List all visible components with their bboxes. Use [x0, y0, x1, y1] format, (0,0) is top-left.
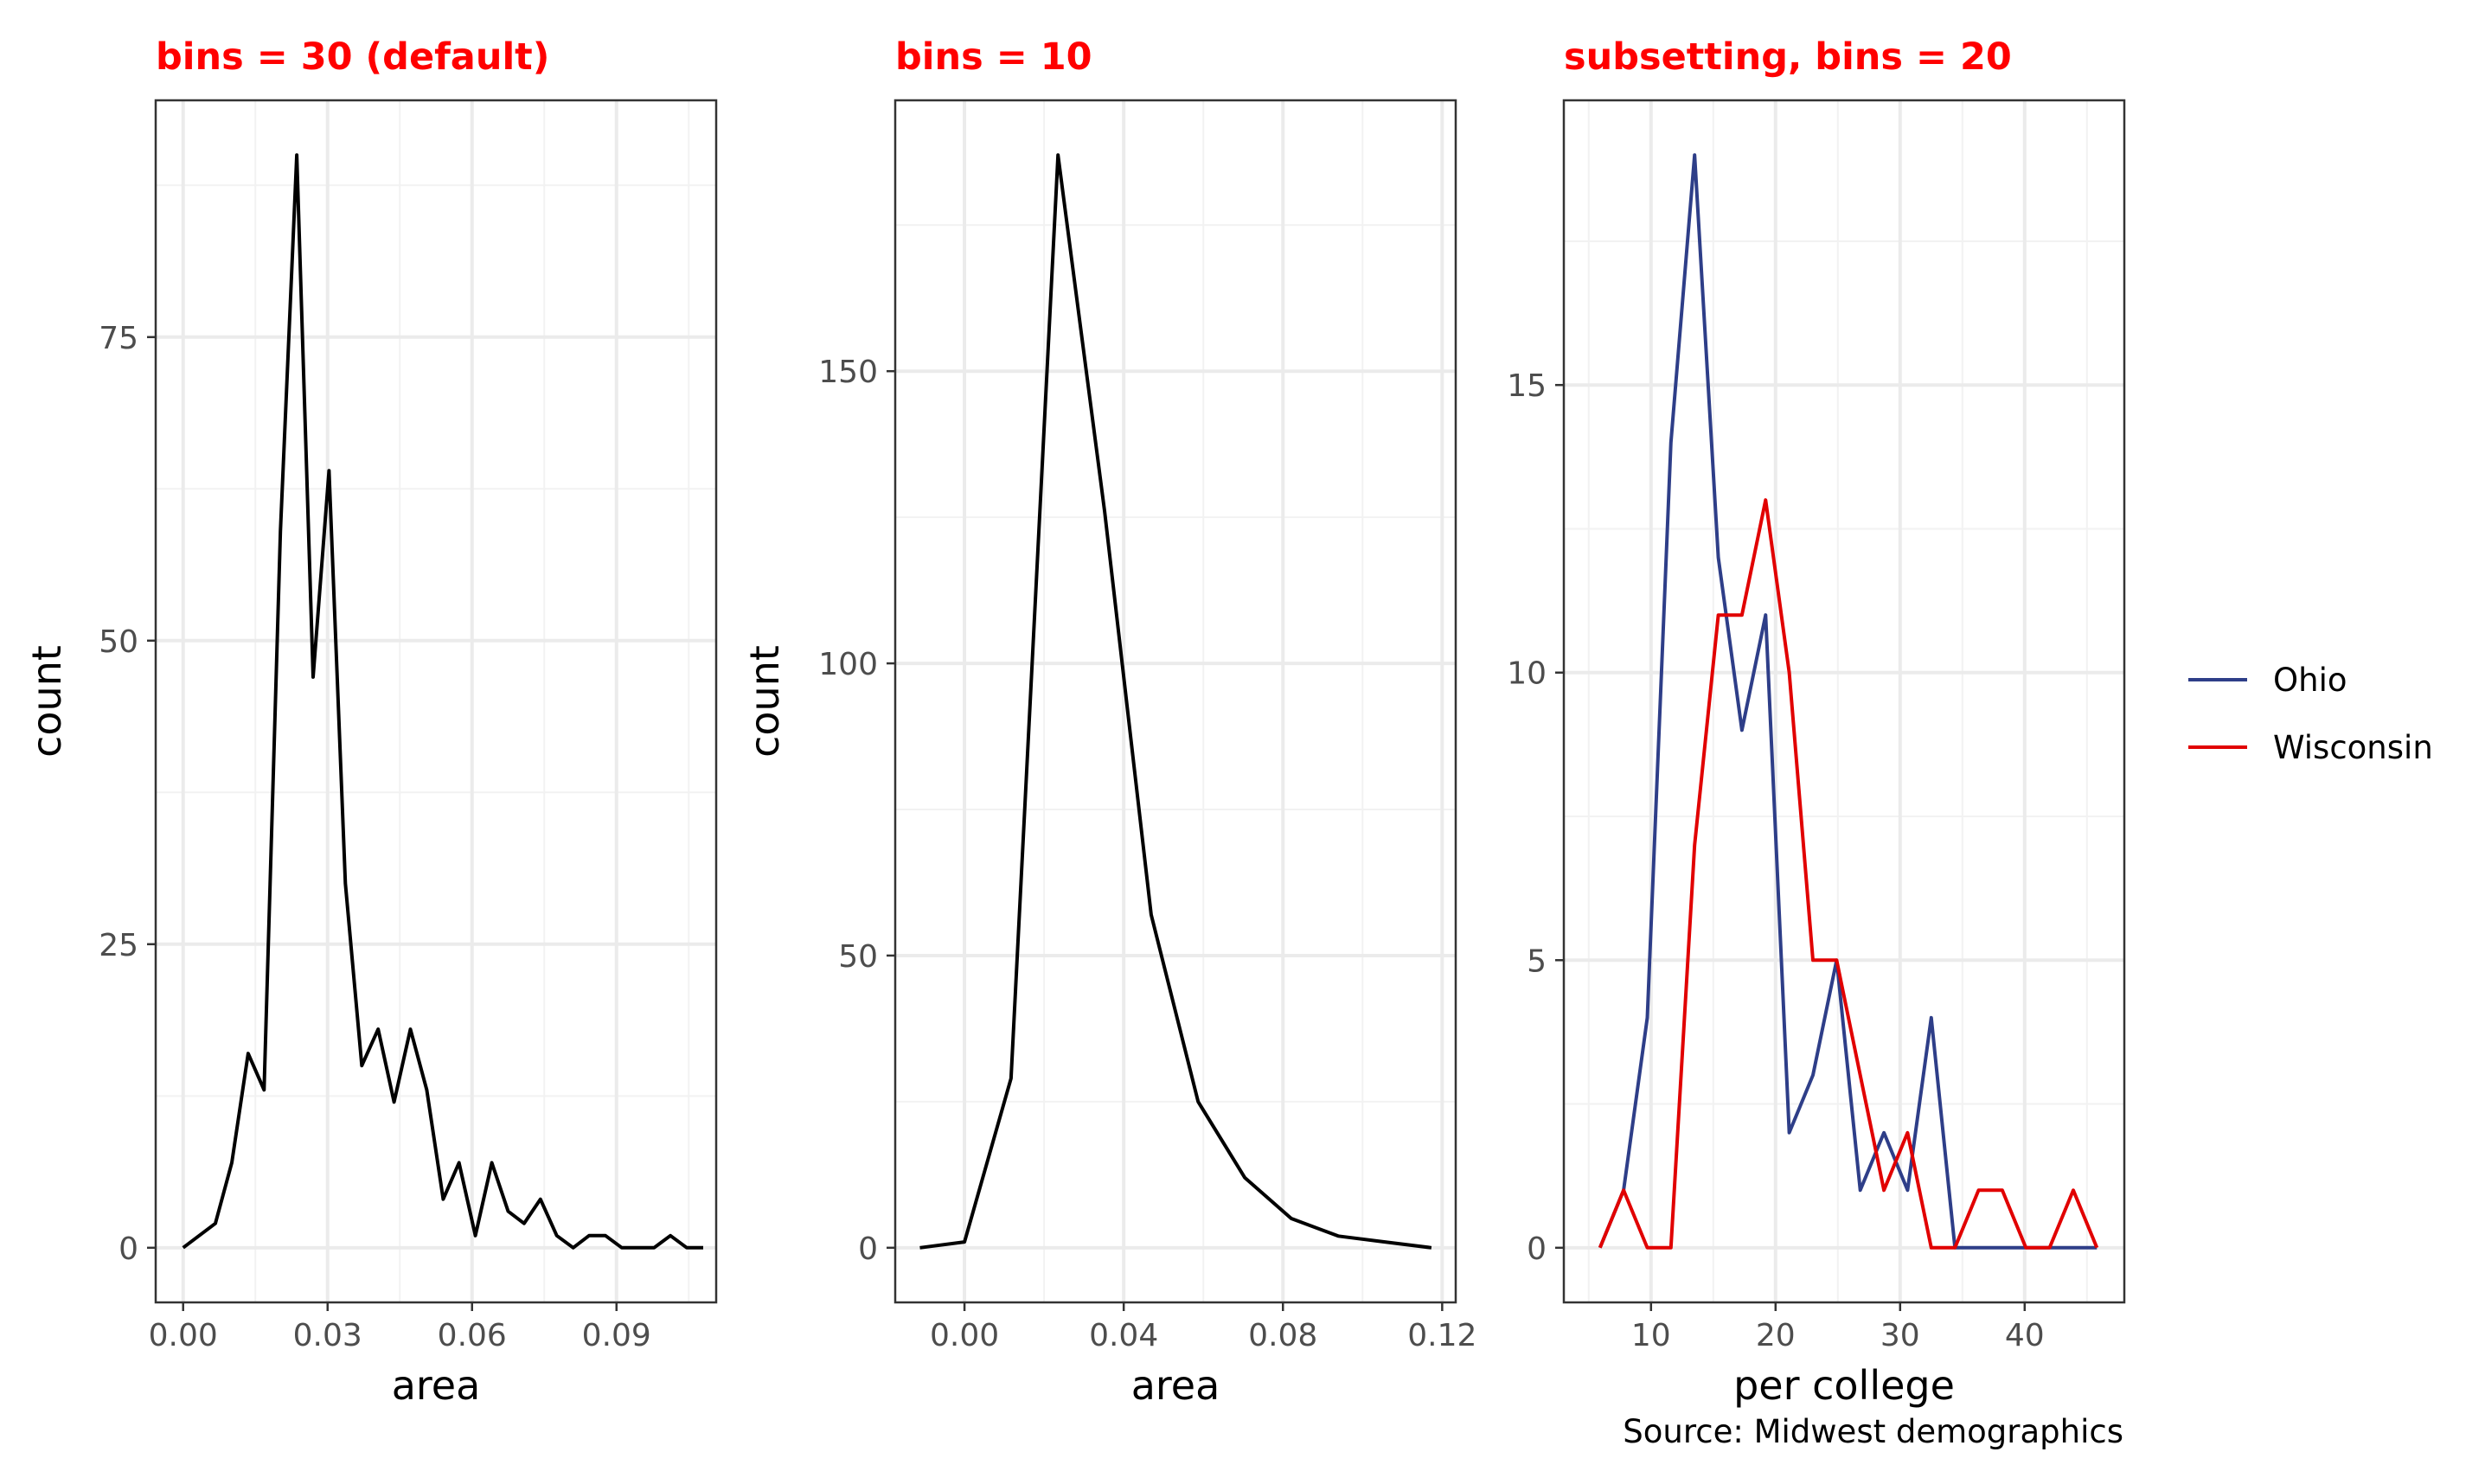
y-tick-label: 25 — [99, 928, 138, 963]
x-tick-label: 0.00 — [930, 1318, 999, 1353]
x-axis-title: area — [1131, 1362, 1220, 1409]
panel-title: subsetting, bins = 20 — [1564, 35, 2012, 79]
x-tick-label: 40 — [2005, 1318, 2045, 1353]
y-tick-label: 10 — [1507, 656, 1547, 692]
panel-border — [1562, 99, 2126, 1304]
x-tick-label: 0.00 — [149, 1318, 218, 1353]
x-tick-label: 0.09 — [582, 1318, 651, 1353]
y-tick-label: 5 — [1527, 943, 1547, 979]
panel-title: bins = 30 (default) — [156, 35, 549, 79]
caption: Source: Midwest demographics — [1623, 1413, 2123, 1450]
y-tick-label: 50 — [838, 939, 878, 975]
legend-label-ohio: Ohio — [2273, 662, 2347, 699]
x-axis-title: per college — [1733, 1362, 1955, 1409]
y-tick-label: 150 — [818, 355, 878, 390]
y-axis-title: count — [23, 645, 70, 758]
y-tick-label: 50 — [99, 624, 138, 660]
x-tick-label: 20 — [1756, 1318, 1796, 1353]
x-tick-label: 0.12 — [1407, 1318, 1476, 1353]
x-axis-title: area — [392, 1362, 481, 1409]
x-tick-label: 0.06 — [438, 1318, 507, 1353]
x-tick-label: 0.08 — [1248, 1318, 1317, 1353]
y-tick-label: 75 — [99, 321, 138, 356]
y-tick-label: 0 — [858, 1231, 878, 1267]
x-tick-label: 0.04 — [1089, 1318, 1158, 1353]
panel-border — [893, 99, 1457, 1304]
series-line-wisconsin — [1598, 498, 2099, 1250]
series-line-ohio — [1598, 153, 2098, 1250]
panel-border — [154, 99, 718, 1304]
y-tick-label: 0 — [1527, 1231, 1547, 1267]
legend-label-wisconsin: Wisconsin — [2273, 729, 2433, 766]
x-tick-label: 30 — [1880, 1318, 1920, 1353]
panel-2: 10 20 30 40 0 5 10 15 subsetting, bins = 20 per c… — [1507, 35, 2126, 1409]
y-axis-title: count — [741, 645, 788, 758]
x-tick-label: 10 — [1631, 1318, 1671, 1353]
panel-1: 0.00 0.04 0.08 0.12 0 50 100 150 bins = 10 area co… — [741, 35, 1476, 1409]
y-tick-label: 100 — [818, 647, 878, 682]
series-line-0 — [919, 153, 1432, 1250]
legend: Ohio Wisconsin — [2188, 662, 2433, 766]
y-tick-label: 0 — [118, 1231, 138, 1267]
y-tick-label: 15 — [1507, 368, 1547, 404]
series-line-0 — [182, 153, 703, 1250]
panel-0: 0.00 0.03 0.06 0.09 0 25 50 75 bins = 30 (defaul… — [23, 35, 718, 1409]
x-tick-label: 0.03 — [293, 1318, 362, 1353]
panel-title: bins = 10 — [895, 35, 1092, 79]
